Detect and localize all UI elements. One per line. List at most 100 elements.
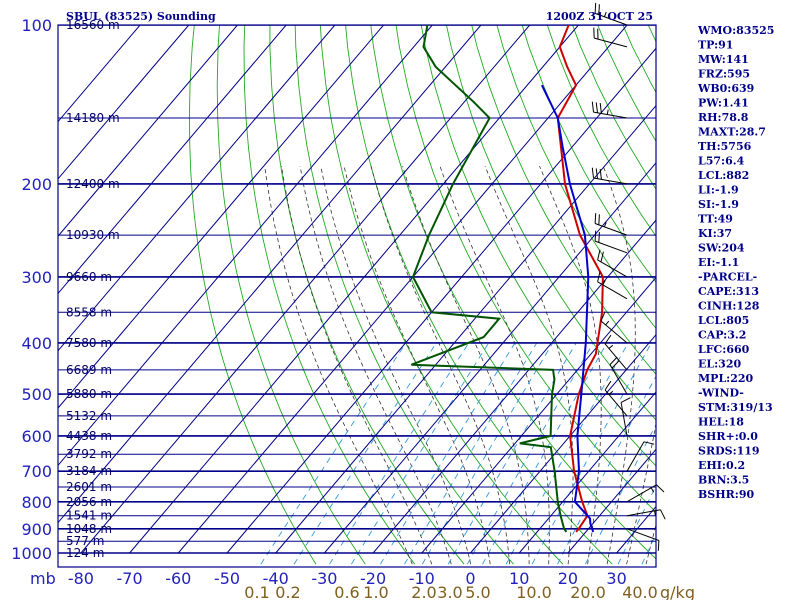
isotherm-line — [324, 162, 656, 554]
isotherm-line — [58, 25, 238, 237]
y-axis-unit-label: mb — [30, 569, 56, 588]
wind-barb — [591, 101, 628, 119]
mixing-ratio-line — [482, 342, 608, 565]
parcel-line — [541, 84, 595, 533]
wind-barb — [593, 27, 628, 48]
dry-adiabat-line — [370, 25, 656, 560]
isotherm-line — [177, 25, 628, 554]
stat-line: CAP:3.2 — [698, 329, 746, 342]
barb-flag — [591, 101, 594, 113]
mixing-ratio-label: 1.0 — [363, 583, 388, 600]
stat-line: MW:141 — [698, 53, 749, 66]
height-level-label: 14180 m — [66, 111, 120, 125]
stat-line: BRN:3.5 — [698, 474, 749, 487]
isotherm-line — [58, 25, 482, 524]
moist-adiabat-line — [320, 166, 472, 565]
stat-line: LCL:882 — [698, 169, 749, 182]
isotherm-line — [58, 25, 190, 180]
barb-flag — [620, 397, 631, 403]
height-level-label: 6689 m — [66, 363, 112, 377]
temperature-tick-label: -40 — [263, 569, 289, 588]
mixing-ratio-label: 3.0 — [437, 583, 462, 600]
stat-line: SHR+:0.0 — [698, 430, 758, 443]
barb-flag — [598, 214, 600, 225]
wind-barb — [594, 2, 628, 26]
wind-barb — [604, 334, 628, 371]
temperature-tick-label: 10 — [509, 569, 529, 588]
pressure-tick-label: 800 — [21, 493, 52, 512]
station-title: SBUL (83525) Sounding — [66, 10, 216, 23]
mixing-ratio-line — [466, 342, 594, 565]
stat-line: EI:-1.1 — [698, 256, 739, 269]
mixing-ratio-line — [260, 342, 407, 565]
isotherm-line — [80, 25, 531, 554]
mixing-ratio-line — [557, 375, 656, 565]
barb-staff — [626, 441, 645, 472]
temperature-line — [556, 25, 604, 533]
height-level-label: 1048 m — [66, 522, 112, 536]
barb-flag — [611, 360, 620, 369]
temperature-tick-label: -80 — [68, 569, 94, 588]
barb-half-flag — [602, 280, 606, 286]
moist-adiabat-line — [264, 166, 413, 565]
mixing-ratio-line — [505, 342, 629, 565]
pressure-tick-label: 500 — [21, 385, 52, 404]
chart-grid — [57, 1, 800, 568]
isotherm-line — [421, 276, 656, 554]
moist-adiabat-line — [299, 166, 452, 565]
temperature-tick-label: -10 — [409, 569, 435, 588]
isotherm-line — [275, 104, 656, 554]
barb-flag — [657, 540, 660, 551]
isotherm-line — [567, 448, 656, 554]
mixing-ratio-label: 40.0 — [622, 583, 658, 600]
mixing-ratio-label: 20.0 — [570, 583, 606, 600]
mixing-ratio-label: 2.0 — [411, 583, 436, 600]
plot-frame — [57, 24, 657, 568]
height-level-label: 124 m — [66, 546, 104, 560]
mixing-ratio-unit: g/kg — [660, 583, 695, 600]
stat-line: TP:91 — [698, 39, 733, 52]
barb-flag — [597, 271, 601, 282]
height-level-label: 10930 m — [66, 228, 120, 242]
height-level-label: 1541 m — [66, 509, 112, 523]
moist-adiabat-line — [439, 165, 550, 565]
isotherm-line — [58, 25, 433, 467]
pressure-tick-label: 400 — [21, 334, 52, 353]
stat-line: RH:78.8 — [698, 111, 749, 124]
barb-flag — [594, 213, 597, 224]
stat-line: LI:-1.9 — [698, 184, 739, 197]
mixing-ratio-line — [641, 532, 656, 565]
wind-barb — [597, 249, 628, 278]
mixing-ratio-line — [329, 342, 470, 565]
isotherm-line — [763, 25, 800, 553]
mixing-ratio-line — [617, 484, 656, 565]
isotherm-line — [372, 219, 656, 554]
dry-adiabat-line — [319, 25, 564, 565]
temperature-tick-label: 0 — [465, 569, 475, 588]
mixing-ratio-label: 10.0 — [516, 583, 552, 600]
wind-barb — [594, 230, 628, 254]
wind-barb — [604, 380, 628, 417]
wind-barb — [620, 397, 631, 436]
barb-flag — [599, 169, 602, 180]
barb-half-flag — [603, 222, 607, 228]
dry-adiabat-line — [759, 1, 800, 564]
height-level-label: 2601 m — [66, 480, 112, 494]
height-level-label: 3792 m — [66, 447, 112, 461]
stat-line: EHI:0.2 — [698, 459, 745, 472]
stat-line: SI:-1.9 — [698, 198, 739, 211]
isotherm-line — [129, 25, 579, 554]
height-level-label: 9660 m — [66, 270, 112, 284]
mixing-ratio-line — [531, 342, 652, 565]
stat-line: -PARCEL- — [698, 271, 757, 284]
height-level-label: 5880 m — [66, 387, 112, 401]
barb-staff — [609, 364, 628, 395]
height-level-label: 5132 m — [66, 409, 112, 423]
stat-line: FRZ:595 — [698, 68, 750, 81]
barb-staff — [626, 509, 661, 517]
mixing-ratio-line — [421, 342, 554, 565]
stat-line: EL:320 — [698, 358, 741, 371]
